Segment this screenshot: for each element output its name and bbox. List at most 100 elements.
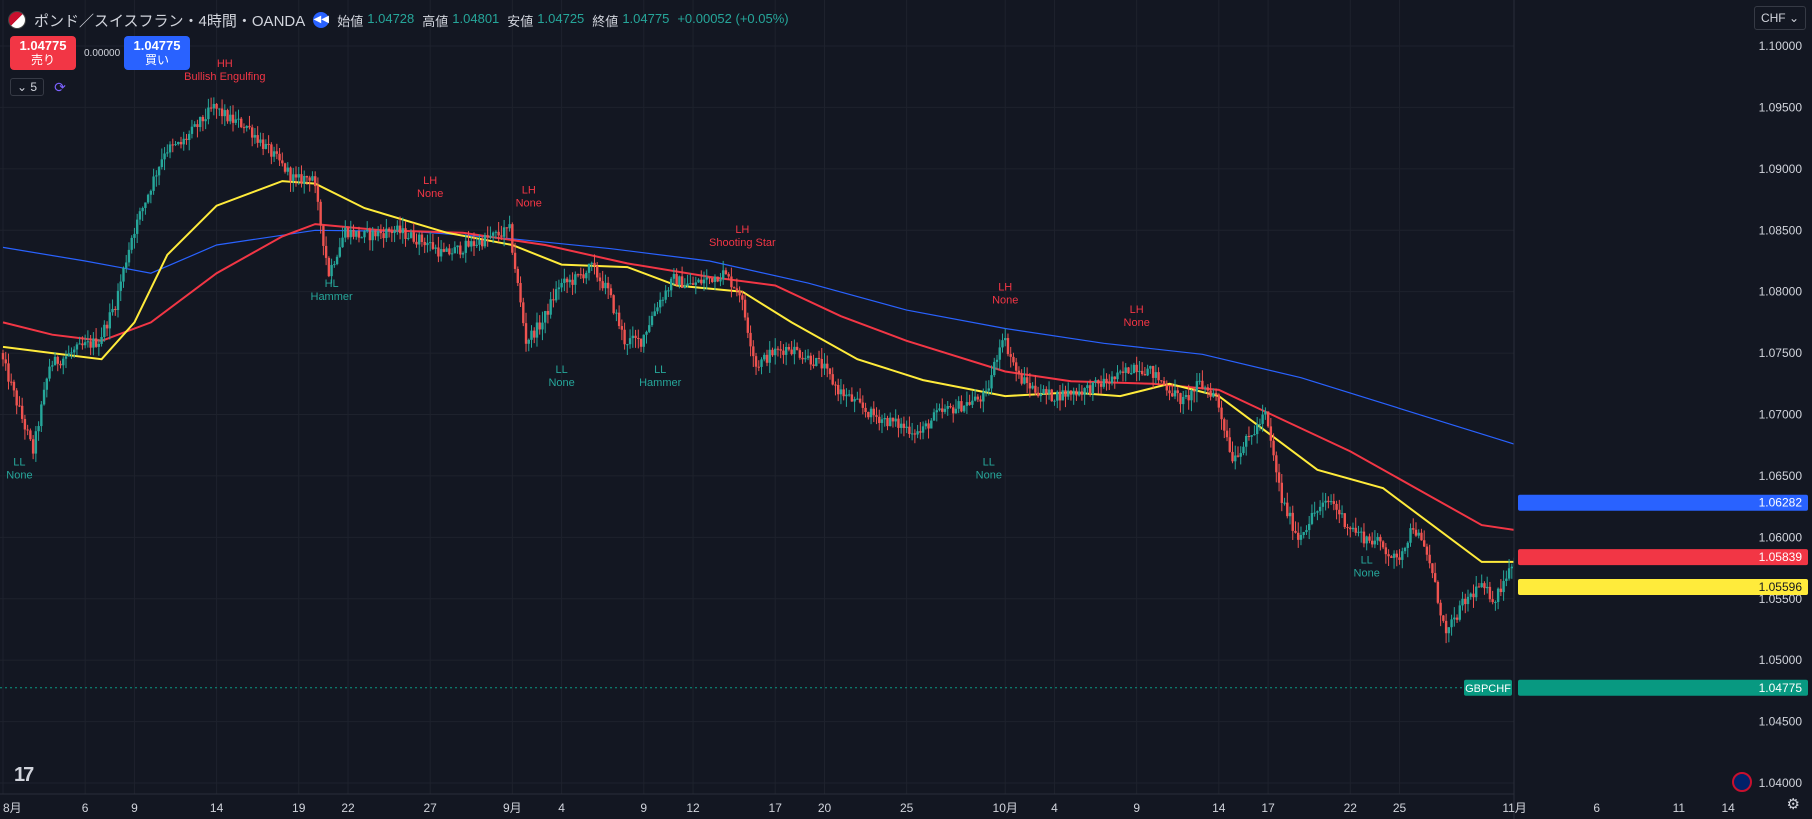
candle-body xyxy=(1390,556,1393,558)
candle-body xyxy=(1017,370,1021,375)
candle-body xyxy=(1466,596,1470,605)
candle-body xyxy=(1409,528,1412,543)
ohlc-values: 始値 1.04728 高値 1.04801 安値 1.04725 終値 1.04775 … xyxy=(337,11,792,30)
candle-body xyxy=(839,389,843,395)
candle-body xyxy=(70,352,73,354)
annotation-pattern: None xyxy=(516,198,542,210)
candle-body xyxy=(543,311,547,323)
candle-body xyxy=(448,248,451,255)
candle-body xyxy=(481,239,484,247)
candle-body xyxy=(913,433,917,435)
candle-body xyxy=(393,230,396,234)
candle-body xyxy=(275,151,279,154)
candle-body xyxy=(122,267,125,282)
candle-body xyxy=(7,363,10,382)
candle-body xyxy=(1028,383,1032,389)
candle-body xyxy=(267,143,270,145)
candle-body xyxy=(1203,387,1207,389)
x-tick-label: 14 xyxy=(210,801,224,815)
candle-body xyxy=(1286,502,1289,517)
indicator-toggle-button[interactable]: ⌄ 5 xyxy=(10,78,45,96)
candle-body xyxy=(168,144,172,153)
candle-body xyxy=(1014,362,1018,371)
candle-body xyxy=(283,163,287,172)
candle-body xyxy=(746,317,750,333)
candle-body xyxy=(1373,540,1377,545)
candle-body xyxy=(1053,400,1056,402)
candle-body xyxy=(327,257,331,277)
candle-body xyxy=(72,349,76,353)
candle-body xyxy=(1047,389,1051,394)
candle-body xyxy=(686,283,689,286)
candle-body xyxy=(442,249,446,252)
candle-body xyxy=(987,388,990,391)
annotation-type: LH xyxy=(735,224,749,236)
candle-body xyxy=(357,230,361,238)
candle-body xyxy=(861,402,865,408)
time-axis[interactable]: 8月 6 9 14 19 22 27 9月 4 9 12 17 20 25 10月 4 9 14 17 22 25 11月… xyxy=(0,793,1735,815)
price-axis[interactable]: 1.10000 1.09500 1.09000 1.08500 1.08000 1.075… xyxy=(1513,0,1812,819)
candle-body xyxy=(1083,388,1086,395)
candle-body xyxy=(765,354,769,363)
annotation-type: LL xyxy=(983,456,995,468)
symbol-flag-icon[interactable] xyxy=(8,11,26,29)
candle-body xyxy=(1368,536,1371,541)
gear-icon[interactable]: ⚙ xyxy=(1786,796,1800,813)
candle-body xyxy=(450,253,454,255)
candle-body xyxy=(637,337,640,339)
candle-body xyxy=(806,355,810,359)
refresh-icon[interactable]: ⟳ xyxy=(54,78,66,95)
candle-body xyxy=(1050,389,1053,402)
candle-body xyxy=(1036,392,1040,397)
candle-body xyxy=(311,176,314,181)
replay-icon[interactable]: ◀◀ xyxy=(313,12,330,28)
candle-body xyxy=(1228,437,1231,452)
low-value: 1.04725 xyxy=(537,10,585,26)
annotation-pattern: Shooting Star xyxy=(709,237,776,249)
x-tick-label: 11 xyxy=(1673,801,1686,815)
buy-button[interactable]: 1.04775 買い xyxy=(124,36,190,70)
candle-body xyxy=(1502,581,1505,593)
candle-body xyxy=(1067,390,1070,397)
candle-body xyxy=(456,245,459,248)
candle-body xyxy=(1075,390,1078,396)
candle-body xyxy=(1212,392,1215,397)
y-tick-label: 1.07000 xyxy=(1759,408,1803,422)
candle-body xyxy=(1080,391,1084,395)
candle-body xyxy=(1280,482,1284,503)
candle-body xyxy=(952,407,955,414)
candle-body xyxy=(1146,368,1149,376)
high-value: 1.04801 xyxy=(452,10,500,26)
currency-selector[interactable]: CHF ⌄ xyxy=(1753,6,1806,30)
annotation-type: LH xyxy=(522,185,536,197)
candle-body xyxy=(1253,434,1256,436)
change-value: +0.00052 (+0.05%) xyxy=(677,10,789,26)
candle-body xyxy=(138,211,142,220)
x-tick-label: 9 xyxy=(1133,801,1140,815)
y-tick-label: 1.05500 xyxy=(1759,592,1803,606)
candle-body xyxy=(1020,374,1023,384)
uk-flag-icon[interactable] xyxy=(1732,772,1752,792)
symbol-title[interactable]: ポンド／スイスフラン・4時間・OANDA xyxy=(34,12,306,30)
sell-button[interactable]: 1.04775 売り xyxy=(10,36,76,70)
candle-body xyxy=(527,339,530,344)
candle-body xyxy=(64,356,68,359)
candle-body xyxy=(1108,382,1111,384)
candle-body xyxy=(426,242,429,246)
candle-body xyxy=(1058,391,1062,401)
candle-body xyxy=(1384,547,1388,555)
candle-body xyxy=(1272,440,1275,456)
y-tick-label: 1.06000 xyxy=(1759,530,1803,544)
candle-body xyxy=(962,405,966,412)
candle-body xyxy=(749,332,752,347)
open-value: 1.04728 xyxy=(367,10,415,26)
candle-body xyxy=(932,412,936,421)
candle-body xyxy=(1414,529,1418,536)
candle-body xyxy=(1425,546,1429,555)
candle-body xyxy=(207,107,210,120)
candle-body xyxy=(612,295,615,314)
tradingview-logo-icon[interactable]: 17 xyxy=(14,764,34,786)
candle-body xyxy=(114,308,117,311)
candle-body xyxy=(294,174,298,178)
